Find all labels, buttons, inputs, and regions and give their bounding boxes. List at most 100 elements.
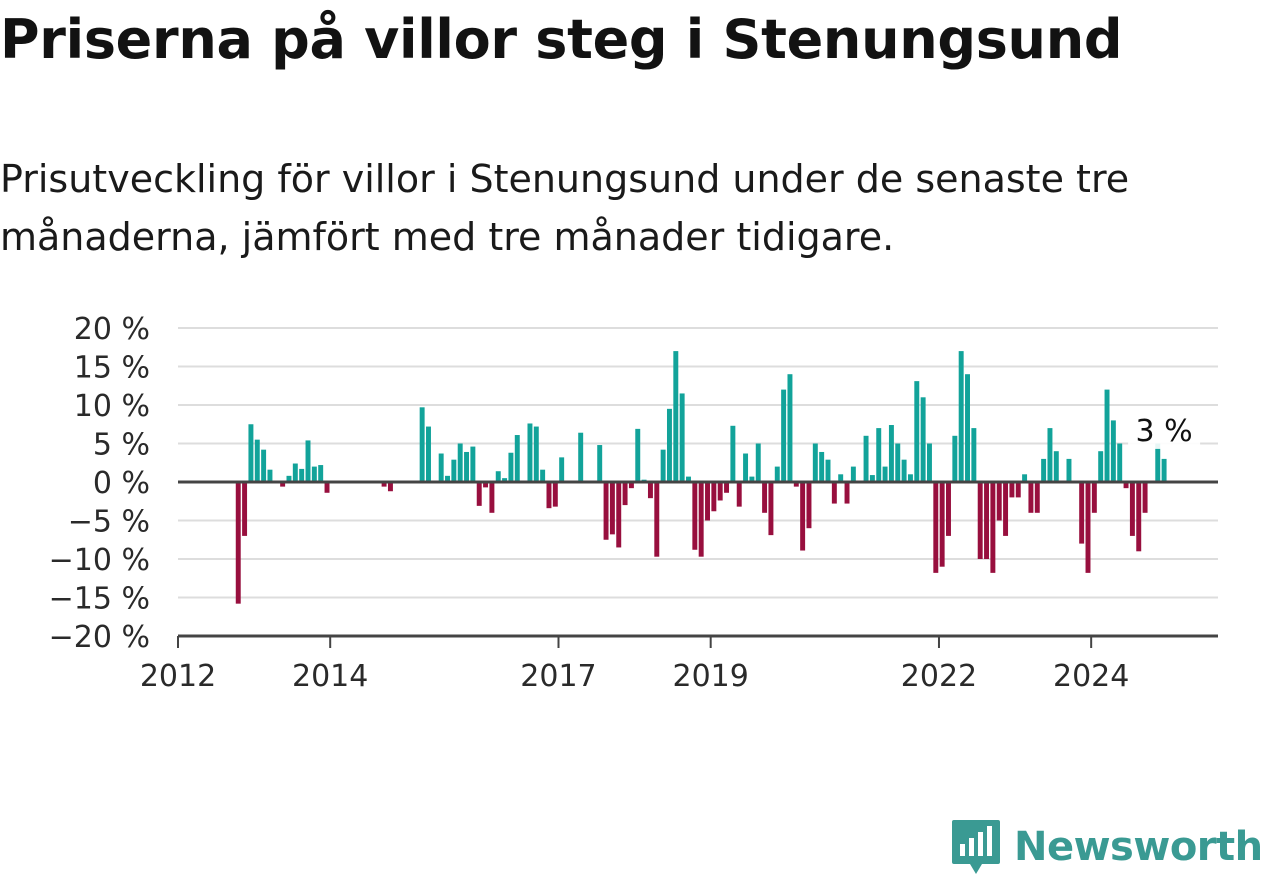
bar [666,408,672,482]
bar [305,440,311,482]
newsworthy-chart-icon [952,820,1000,874]
bar [1034,482,1040,513]
bar [724,482,730,493]
bar [254,439,260,482]
bar [533,426,539,482]
chart-subtitle: Prisutveckling för villor i Stenungsund … [0,157,1130,259]
bar [749,476,755,482]
bar [438,453,444,482]
bar [958,351,964,482]
bar [248,424,254,482]
bar [869,475,875,482]
y-tick-label: 20 % [74,312,150,347]
chart-title: Priserna på villor steg i Stenungsund [0,8,1123,71]
bar [1136,482,1142,552]
bar [445,475,450,482]
y-tick-label: −15 % [49,582,150,617]
bar [768,482,774,536]
bar [984,482,990,559]
y-tick-label: −5 % [68,505,150,540]
bar [743,453,749,482]
bar [616,482,622,548]
bar [603,482,609,540]
bar [1009,482,1015,498]
bar [882,466,888,482]
bar [1155,443,1161,482]
x-axis: 2012 2014 2017 2019 2022 2024 [140,634,1218,694]
bar [1110,420,1116,482]
bar [464,451,470,482]
bar [242,482,248,536]
bar [939,482,945,567]
bar [387,482,393,492]
bar [318,465,324,482]
bar [1066,458,1072,482]
bar [1079,482,1085,544]
bar [597,445,603,482]
bar [622,482,628,506]
bar [1022,474,1028,482]
bar [863,435,869,482]
bar [654,482,660,557]
y-tick-label: −20 % [49,620,150,655]
x-tick-label: 2019 [673,659,749,694]
bar [635,428,641,482]
bar [933,482,939,573]
bar [711,482,717,512]
bar [1129,482,1135,536]
bar [787,374,793,482]
bar [1142,482,1148,513]
bar [451,459,457,482]
bar [920,397,926,482]
bar [540,469,546,482]
bar [483,482,489,488]
bar [850,466,856,482]
bar [235,482,241,604]
bar [755,443,761,482]
bar [502,478,508,482]
bar [419,407,425,482]
bar [280,482,286,487]
bar [514,435,520,482]
annotation: 3 % [1128,412,1201,449]
brand-name: Newsworthy [1014,824,1262,870]
bar [705,482,710,521]
bar [1117,443,1123,482]
x-tick-label: 2012 [140,659,216,694]
bar [901,459,907,482]
bar [781,389,787,482]
bar [457,443,463,482]
gridlines [178,327,1218,637]
bar [1041,458,1047,482]
bar [762,482,768,513]
bar [838,474,844,482]
bar [996,482,1002,521]
y-axis-ticks: −20 %−15 % −10 %−5 % 0 %5 % 10 %15 % 20 % [49,312,150,655]
bar [476,482,482,506]
bar [774,466,780,482]
y-tick-label: 10 % [74,389,150,424]
bar [286,475,292,482]
newsworthy-logo: Newsworthy [950,818,1262,876]
bar [888,425,894,482]
bar [426,426,431,482]
bar [1015,482,1021,498]
bar [1053,451,1059,482]
bar [552,482,558,507]
bar-chart: −20 %−15 % −10 %−5 % 0 %5 % 10 %15 % 20 % 20… [49,312,1218,694]
bar [926,443,932,482]
bar [819,451,825,482]
bar [1104,389,1110,482]
bar [736,482,742,507]
bar [1003,482,1009,536]
bar [965,374,970,482]
bar [876,428,882,482]
bar [1091,482,1097,513]
bar [679,393,685,482]
bar [508,452,514,482]
bar [806,482,812,529]
bar [946,482,951,536]
bar [261,449,267,482]
y-tick-label: −10 % [49,543,150,578]
bar [647,482,653,499]
